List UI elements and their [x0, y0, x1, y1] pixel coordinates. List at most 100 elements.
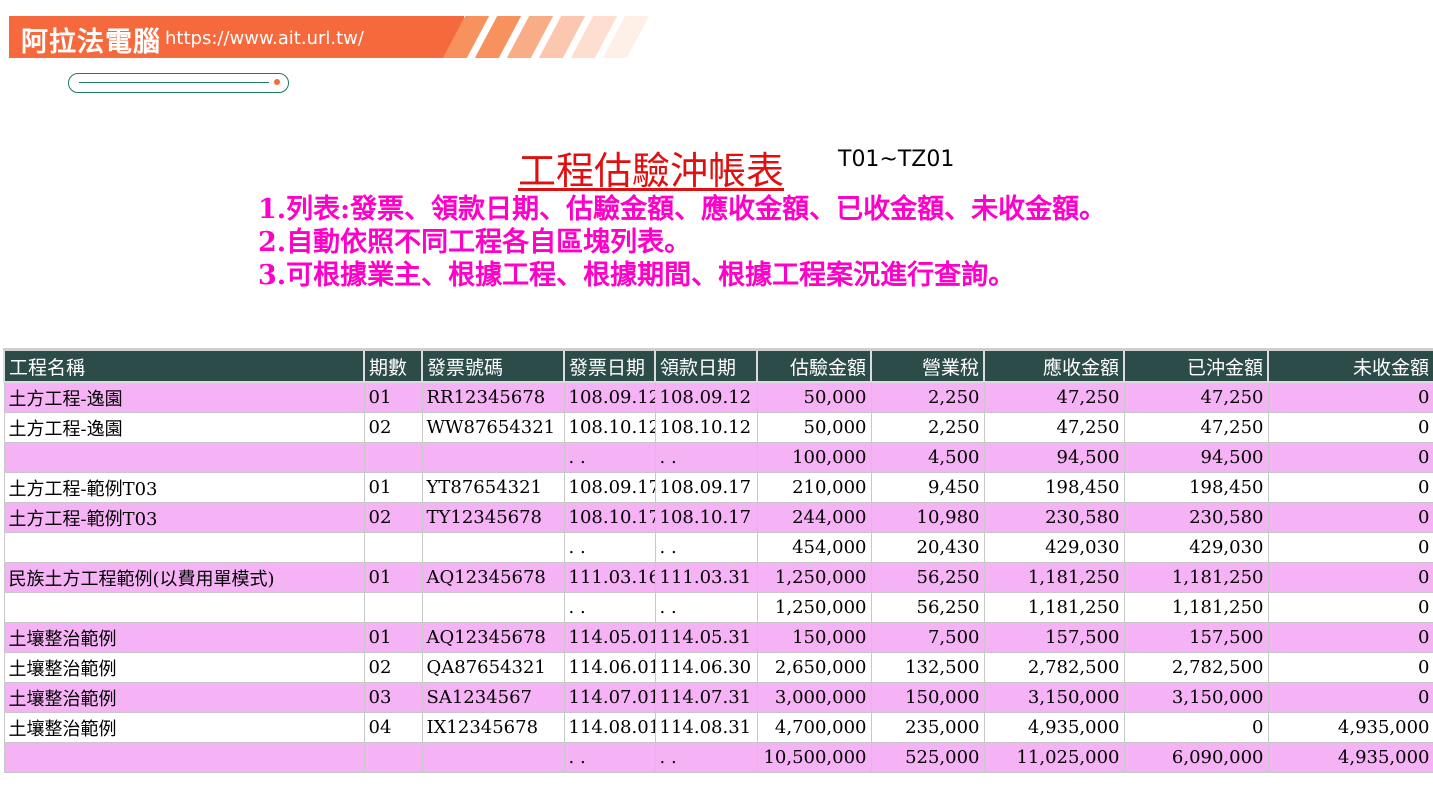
cell-project-name — [3, 742, 365, 773]
cell-business-tax: 20,430 — [870, 532, 985, 563]
cell-project-name: 土方工程-逸園 — [3, 412, 365, 443]
table-header-row: 工程名稱 期數 發票號碼 發票日期 領款日期 估驗金額 營業稅 應收金額 已沖金… — [3, 348, 1433, 383]
cell-period — [363, 442, 423, 473]
cell-invoice-no: RR12345678 — [421, 381, 565, 413]
cell-outstanding: 0 — [1267, 562, 1433, 593]
cell-estimate-amount: 454,000 — [756, 532, 872, 563]
cell-offset: 230,580 — [1123, 502, 1269, 533]
cell-invoice-no: SA1234567 — [421, 682, 565, 713]
col-header-payment-date[interactable]: 領款日期 — [654, 348, 758, 383]
col-header-estimate-amount[interactable]: 估驗金額 — [756, 348, 872, 383]
cell-receivable: 47,250 — [983, 381, 1125, 413]
col-header-receivable[interactable]: 應收金額 — [983, 348, 1125, 383]
cell-receivable: 3,150,000 — [983, 682, 1125, 713]
cell-offset: 1,181,250 — [1123, 592, 1269, 623]
table-row[interactable]: . .. . 1,250,000 56,250 1,181,250 1,181,250 0 — [3, 592, 1433, 623]
cell-offset: 429,030 — [1123, 532, 1269, 563]
cell-invoice-date: 108.09.12 — [563, 381, 656, 413]
col-header-period[interactable]: 期數 — [363, 348, 423, 383]
cell-outstanding: 0 — [1267, 652, 1433, 683]
col-header-offset[interactable]: 已沖金額 — [1123, 348, 1269, 383]
feature-item: 2.自動依照不同工程各自區塊列表。 — [258, 227, 692, 258]
cell-project-name: 民族土方工程範例(以費用單模式) — [3, 562, 365, 593]
cell-offset: 47,250 — [1123, 381, 1269, 413]
table-row[interactable]: . .. . 100,000 4,500 94,500 94,500 0 — [3, 442, 1433, 473]
cell-invoice-no: AQ12345678 — [421, 622, 565, 653]
cell-payment-date: 108.09.17 — [654, 472, 758, 503]
cell-invoice-date: . . — [563, 592, 656, 623]
table-row[interactable]: 土方工程-範例T03 01 YT87654321 108.09.17 108.09.17… — [3, 472, 1433, 503]
site-url[interactable]: https://www.ait.url.tw/ — [165, 28, 364, 49]
table-row[interactable]: 土方工程-逸園 02 WW87654321 108.10.12 108.10.12 50,… — [3, 412, 1433, 443]
table-row[interactable]: . .. . 454,000 20,430 429,030 429,030 0 — [3, 532, 1433, 563]
cell-offset: 6,090,000 — [1123, 742, 1269, 773]
table-row[interactable]: 土壤整治範例 01 AQ12345678 114.05.01 114.05.31 150,… — [3, 622, 1433, 653]
cell-estimate-amount: 2,650,000 — [756, 652, 872, 683]
cell-invoice-no — [421, 742, 565, 773]
cell-business-tax: 56,250 — [870, 592, 985, 623]
page-title: 工程估驗沖帳表 — [518, 149, 785, 193]
col-header-invoice-date[interactable]: 發票日期 — [563, 348, 656, 383]
cell-invoice-date: 108.09.17 — [563, 472, 656, 503]
cell-project-name — [3, 532, 365, 563]
cell-period — [363, 532, 423, 563]
ledger-table: 工程名稱 期數 發票號碼 發票日期 領款日期 估驗金額 營業稅 應收金額 已沖金… — [3, 348, 1433, 773]
cell-payment-date: 108.10.12 — [654, 412, 758, 443]
cell-receivable: 157,500 — [983, 622, 1125, 653]
cell-project-name: 土壤整治範例 — [3, 712, 365, 743]
table-row[interactable]: 土壤整治範例 04 IX12345678 114.08.01 114.08.31 4,70… — [3, 712, 1433, 743]
pill-dot-icon — [274, 79, 280, 85]
feature-item: 1.列表:發票、領款日期、估驗金額、應收金額、已收金額、未收金額。 — [258, 194, 1107, 225]
feature-item: 3.可根據業主、根據工程、根據期間、根據工程案況進行查詢。 — [258, 260, 1016, 291]
table-row[interactable]: 土壤整治範例 03 SA1234567 114.07.01 114.07.31 3,000… — [3, 682, 1433, 713]
cell-business-tax: 525,000 — [870, 742, 985, 773]
cell-invoice-date: 114.06.01 — [563, 652, 656, 683]
cell-offset: 94,500 — [1123, 442, 1269, 473]
cell-receivable: 230,580 — [983, 502, 1125, 533]
cell-receivable: 94,500 — [983, 442, 1125, 473]
cell-business-tax: 132,500 — [870, 652, 985, 683]
cell-payment-date: . . — [654, 442, 758, 473]
cell-business-tax: 56,250 — [870, 562, 985, 593]
cell-period: 04 — [363, 712, 423, 743]
cell-payment-date: 108.09.12 — [654, 381, 758, 413]
col-header-project-name[interactable]: 工程名稱 — [3, 348, 365, 383]
cell-invoice-no: QA87654321 — [421, 652, 565, 683]
table-row[interactable]: 土壤整治範例 02 QA87654321 114.06.01 114.06.30 2,65… — [3, 652, 1433, 683]
cell-period: 01 — [363, 622, 423, 653]
feature-list: 1.列表:發票、領款日期、估驗金額、應收金額、已收金額、未收金額。 2.自動依照… — [258, 193, 1106, 292]
col-header-outstanding[interactable]: 未收金額 — [1267, 348, 1433, 383]
cell-payment-date: 114.08.31 — [654, 712, 758, 743]
cell-receivable: 1,181,250 — [983, 592, 1125, 623]
cell-receivable: 4,935,000 — [983, 712, 1125, 743]
cell-period: 02 — [363, 652, 423, 683]
table-row[interactable]: . .. . 10,500,000 525,000 11,025,000 6,090,0… — [3, 742, 1433, 773]
cell-payment-date: 111.03.31 — [654, 562, 758, 593]
cell-payment-date: . . — [654, 532, 758, 563]
cell-period — [363, 742, 423, 773]
cell-invoice-date: 108.10.17 — [563, 502, 656, 533]
cell-outstanding: 0 — [1267, 442, 1433, 473]
cell-invoice-date: . . — [563, 532, 656, 563]
cell-payment-date: 108.10.17 — [654, 502, 758, 533]
table-row[interactable]: 民族土方工程範例(以費用單模式) 01 AQ12345678 111.03.16 111… — [3, 562, 1433, 593]
cell-period: 01 — [363, 381, 423, 413]
cell-period: 02 — [363, 412, 423, 443]
table-row[interactable]: 土方工程-逸園 01 RR12345678 108.09.12 108.09.12 50,… — [3, 381, 1433, 413]
cell-invoice-date: . . — [563, 742, 656, 773]
table-row[interactable]: 土方工程-範例T03 02 TY12345678 108.10.17 108.10.17… — [3, 502, 1433, 533]
col-header-business-tax[interactable]: 營業稅 — [870, 348, 985, 383]
cell-period — [363, 592, 423, 623]
cell-offset: 3,150,000 — [1123, 682, 1269, 713]
cell-offset: 157,500 — [1123, 622, 1269, 653]
cell-invoice-no: TY12345678 — [421, 502, 565, 533]
cell-project-name: 土方工程-逸園 — [3, 381, 365, 413]
cell-invoice-no: IX12345678 — [421, 712, 565, 743]
cell-period: 01 — [363, 472, 423, 503]
cell-offset: 0 — [1123, 712, 1269, 743]
col-header-invoice-no[interactable]: 發票號碼 — [421, 348, 565, 383]
cell-receivable: 198,450 — [983, 472, 1125, 503]
cell-invoice-no — [421, 532, 565, 563]
cell-invoice-date: . . — [563, 442, 656, 473]
cell-receivable: 2,782,500 — [983, 652, 1125, 683]
